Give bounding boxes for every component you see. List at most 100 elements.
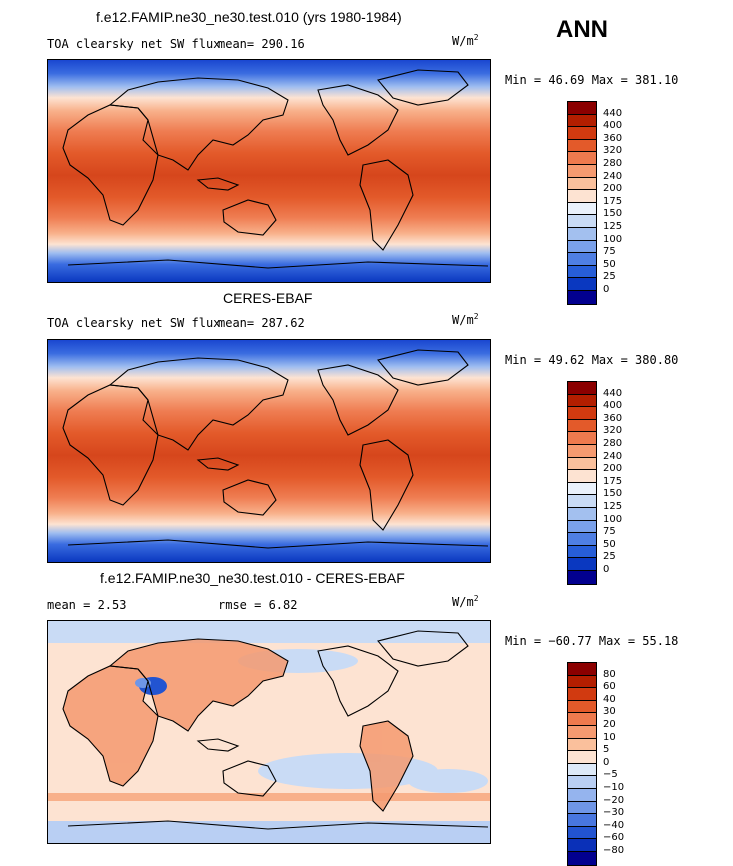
- colorbar-tick-label: 440: [603, 107, 623, 119]
- panel-2-minmax: Min = 49.62 Max = 380.80: [505, 353, 679, 367]
- colorbar-tick-label: 100: [603, 233, 623, 245]
- colorbar-swatch: [568, 177, 596, 191]
- colorbar-swatch: [568, 278, 596, 291]
- colorbar-swatch: [568, 470, 596, 483]
- panel-3-rmse: rmse = 6.82: [218, 598, 298, 612]
- colorbar-swatch: [568, 202, 596, 216]
- colorbar-swatch: [568, 570, 596, 584]
- colorbar-swatch: [568, 382, 596, 395]
- colorbar-tick-label: 440: [603, 387, 623, 399]
- colorbar-swatch: [568, 776, 596, 789]
- colorbar-swatch: [568, 495, 596, 508]
- colorbar-swatch: [568, 545, 596, 559]
- colorbar-swatch: [568, 801, 596, 815]
- colorbar-tick-label: 10: [603, 731, 616, 743]
- colorbar-swatch: [568, 533, 596, 546]
- colorbar-swatch: [568, 102, 596, 115]
- colorbar-swatch: [568, 240, 596, 254]
- colorbar-tick-label: 125: [603, 501, 623, 512]
- colorbar-swatch: [568, 663, 596, 676]
- colorbar-tick-label: 150: [603, 488, 623, 500]
- colorbar-swatch: [568, 190, 596, 203]
- colorbar-tick-label: −80: [603, 845, 625, 856]
- panel-3-minmax: Min = −60.77 Max = 55.18: [505, 634, 679, 648]
- colorbar-tick-label: 125: [603, 221, 623, 232]
- colorbar-swatch: [568, 763, 596, 777]
- colorbar-swatch: [568, 152, 596, 165]
- colorbar-tick-label: −20: [603, 794, 625, 806]
- colorbar-swatch: [568, 407, 596, 420]
- panel-1-colorbar: [567, 101, 597, 305]
- colorbar-swatch: [568, 265, 596, 279]
- colorbar-tick-label: 280: [603, 438, 623, 449]
- colorbar-tick-label: 75: [603, 526, 616, 538]
- panel-2-variable: TOA clearsky net SW flux: [47, 316, 221, 330]
- colorbar-swatch: [568, 507, 596, 521]
- panel-1-units: W/m2: [452, 33, 479, 48]
- colorbar-tick-label: 360: [603, 132, 623, 144]
- colorbar-swatch: [568, 432, 596, 445]
- colorbar-tick-label: 200: [603, 463, 623, 475]
- colorbar-swatch: [568, 482, 596, 496]
- colorbar-tick-label: 280: [603, 158, 623, 169]
- colorbar-tick-label: 400: [603, 400, 623, 412]
- panel-3-title: f.e12.FAMIP.ne30_ne30.test.010 - CERES-E…: [100, 570, 405, 586]
- colorbar-swatch: [568, 290, 596, 304]
- colorbar-swatch: [568, 227, 596, 241]
- colorbar-tick-label: 200: [603, 183, 623, 195]
- colorbar-swatch: [568, 788, 596, 802]
- colorbar-tick-label: −10: [603, 782, 625, 793]
- colorbar-swatch: [568, 851, 596, 865]
- panel-2-colorbar: [567, 381, 597, 585]
- panel-3-map: [47, 620, 491, 844]
- colorbar-tick-label: 40: [603, 693, 616, 705]
- panel-2-mean: mean= 287.62: [218, 316, 305, 330]
- colorbar-tick-label: 80: [603, 668, 616, 680]
- colorbar-swatch: [568, 394, 596, 408]
- panel-2-units: W/m2: [452, 312, 479, 327]
- season-label: ANN: [556, 16, 608, 43]
- colorbar-tick-label: −60: [603, 832, 625, 844]
- colorbar-swatch: [568, 114, 596, 128]
- panel-1-minmax: Min = 46.69 Max = 381.10: [505, 73, 679, 87]
- colorbar-tick-label: 60: [603, 681, 616, 693]
- colorbar-tick-label: 240: [603, 170, 623, 182]
- colorbar-tick-label: 20: [603, 719, 616, 730]
- colorbar-tick-label: 0: [603, 284, 610, 295]
- colorbar-tick-label: 240: [603, 450, 623, 462]
- colorbar-swatch: [568, 700, 596, 714]
- colorbar-tick-label: 5: [603, 744, 610, 756]
- colorbar-tick-label: 175: [603, 475, 623, 487]
- colorbar-swatch: [568, 520, 596, 534]
- colorbar-swatch: [568, 444, 596, 458]
- colorbar-tick-label: 75: [603, 246, 616, 258]
- colorbar-tick-label: −40: [603, 819, 625, 831]
- colorbar-swatch: [568, 826, 596, 840]
- panel-3-mean: mean = 2.53: [47, 598, 127, 612]
- colorbar-swatch: [568, 253, 596, 266]
- colorbar-tick-label: 25: [603, 271, 616, 283]
- colorbar-tick-label: −30: [603, 807, 625, 819]
- colorbar-tick-label: 50: [603, 538, 616, 550]
- colorbar-tick-label: 150: [603, 208, 623, 220]
- colorbar-swatch: [568, 751, 596, 764]
- colorbar-swatch: [568, 814, 596, 827]
- colorbar-tick-label: 320: [603, 425, 623, 437]
- colorbar-swatch: [568, 738, 596, 752]
- panel-2-map: [47, 339, 491, 563]
- colorbar-tick-label: 320: [603, 145, 623, 157]
- colorbar-tick-label: 50: [603, 258, 616, 270]
- colorbar-swatch: [568, 839, 596, 852]
- colorbar-tick-label: 25: [603, 551, 616, 563]
- colorbar-tick-label: 400: [603, 120, 623, 132]
- colorbar-swatch: [568, 139, 596, 153]
- panel-3-units: W/m2: [452, 594, 479, 609]
- colorbar-swatch: [568, 164, 596, 178]
- panel-1-variable: TOA clearsky net SW flux: [47, 37, 221, 51]
- panel-1-mean: mean= 290.16: [218, 37, 305, 51]
- colorbar-tick-label: 100: [603, 513, 623, 525]
- colorbar-tick-label: 0: [603, 564, 610, 575]
- colorbar-tick-label: 30: [603, 706, 616, 718]
- colorbar-swatch: [568, 675, 596, 689]
- colorbar-swatch: [568, 558, 596, 571]
